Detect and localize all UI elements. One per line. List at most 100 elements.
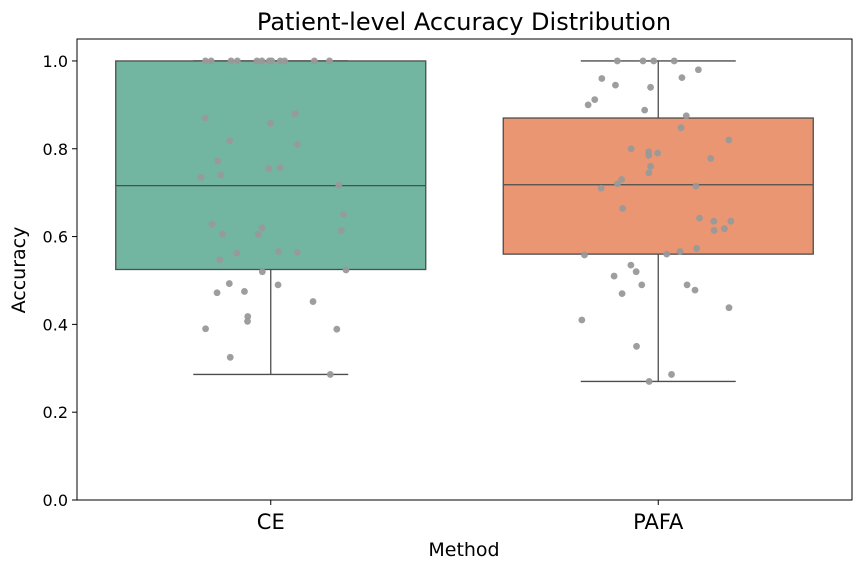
- data-point: [226, 137, 234, 145]
- data-point: [647, 83, 654, 91]
- data-point: [335, 181, 343, 189]
- x-axis: CE PAFA: [257, 500, 684, 534]
- data-point: [584, 101, 592, 109]
- data-point: [253, 57, 261, 65]
- data-point: [276, 164, 284, 172]
- data-point: [254, 230, 262, 238]
- data-point: [340, 211, 347, 219]
- data-point: [632, 268, 640, 276]
- data-point: [581, 251, 588, 259]
- data-point: [610, 272, 618, 280]
- y-tick-label: 0.8: [43, 140, 68, 159]
- data-point: [293, 248, 301, 256]
- data-point: [614, 180, 621, 188]
- data-point: [197, 173, 205, 181]
- data-point: [619, 205, 627, 212]
- data-point: [258, 268, 266, 276]
- data-point: [682, 112, 690, 120]
- y-tick-label: 0.4: [43, 315, 68, 334]
- data-point: [227, 57, 235, 65]
- data-point: [663, 250, 671, 258]
- data-point: [333, 325, 341, 333]
- data-point: [696, 214, 703, 222]
- data-point: [613, 57, 621, 65]
- points-ce: [197, 57, 350, 378]
- data-point: [217, 171, 224, 179]
- data-point: [639, 57, 647, 65]
- x-tick-label: CE: [257, 510, 285, 534]
- data-point: [668, 371, 675, 378]
- data-point: [710, 227, 718, 234]
- data-point: [645, 169, 653, 177]
- data-point: [207, 57, 215, 65]
- data-point: [612, 81, 619, 89]
- data-point: [654, 149, 661, 157]
- data-point: [694, 66, 702, 74]
- data-point: [597, 184, 605, 192]
- data-point: [645, 151, 653, 159]
- y-tick-label: 0.6: [43, 228, 68, 247]
- data-point: [226, 353, 234, 361]
- data-point: [578, 316, 586, 324]
- data-point: [225, 280, 233, 287]
- box-pafa: [502, 60, 814, 383]
- data-point: [216, 256, 224, 264]
- data-point: [202, 325, 209, 333]
- data-point: [721, 225, 728, 233]
- data-point: [233, 57, 241, 65]
- data-point: [268, 57, 276, 65]
- data-point: [202, 57, 209, 65]
- data-point: [678, 74, 686, 82]
- box-ce: [115, 60, 427, 376]
- data-point: [727, 217, 735, 225]
- box-iqr: [115, 60, 427, 271]
- y-tick-label: 0.0: [43, 491, 68, 510]
- box-iqr: [502, 117, 814, 255]
- data-point: [244, 313, 252, 320]
- data-point: [214, 157, 222, 165]
- data-point: [291, 110, 299, 118]
- data-point: [598, 75, 606, 82]
- data-point: [201, 114, 209, 122]
- data-point: [241, 288, 248, 295]
- data-point: [326, 57, 333, 65]
- chart-title: Patient-level Accuracy Distribution: [257, 8, 671, 36]
- data-point: [645, 378, 653, 385]
- data-point: [618, 290, 626, 298]
- data-point: [693, 245, 700, 252]
- data-point: [707, 155, 715, 162]
- data-point: [233, 249, 241, 257]
- data-point: [650, 57, 658, 65]
- data-point: [676, 248, 684, 255]
- data-point: [208, 220, 216, 228]
- data-point: [258, 57, 266, 65]
- data-point: [337, 227, 345, 234]
- data-point: [219, 230, 226, 238]
- data-point: [670, 57, 678, 65]
- data-point: [627, 261, 635, 269]
- data-point: [691, 286, 699, 294]
- data-point: [638, 281, 646, 289]
- data-point: [591, 96, 599, 103]
- x-tick-label: PAFA: [633, 510, 684, 534]
- data-point: [725, 304, 733, 312]
- data-point: [274, 281, 282, 289]
- data-point: [275, 248, 282, 255]
- data-point: [213, 289, 221, 297]
- y-axis-label: Accuracy: [8, 227, 30, 314]
- data-point: [244, 317, 251, 325]
- data-point: [281, 57, 289, 65]
- y-tick-label: 1.0: [43, 52, 68, 71]
- data-point: [342, 266, 350, 274]
- plot-frame: [76, 38, 853, 501]
- data-point: [692, 182, 700, 190]
- data-point: [647, 162, 655, 170]
- points-pafa: [578, 57, 735, 385]
- data-point: [294, 140, 301, 148]
- plot-area: [115, 57, 814, 385]
- data-point: [267, 119, 274, 127]
- x-axis-label: Method: [428, 539, 499, 561]
- data-point: [627, 145, 635, 153]
- data-point: [641, 106, 649, 114]
